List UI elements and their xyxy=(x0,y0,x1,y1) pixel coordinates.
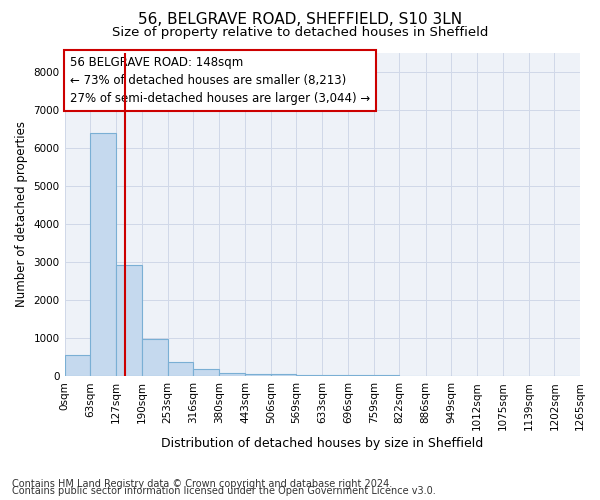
Bar xyxy=(116,265,142,376)
Bar xyxy=(220,372,245,376)
Bar xyxy=(322,375,348,376)
Text: Contains public sector information licensed under the Open Government Licence v3: Contains public sector information licen… xyxy=(12,486,436,496)
Bar xyxy=(65,356,90,376)
Bar xyxy=(193,370,219,376)
Text: Size of property relative to detached houses in Sheffield: Size of property relative to detached ho… xyxy=(112,26,488,39)
Text: Contains HM Land Registry data © Crown copyright and database right 2024.: Contains HM Land Registry data © Crown c… xyxy=(12,479,392,489)
Bar xyxy=(245,374,271,376)
Bar xyxy=(90,132,116,376)
Bar xyxy=(142,339,167,376)
Bar xyxy=(296,374,322,376)
X-axis label: Distribution of detached houses by size in Sheffield: Distribution of detached houses by size … xyxy=(161,437,484,450)
Y-axis label: Number of detached properties: Number of detached properties xyxy=(15,122,28,308)
Bar xyxy=(271,374,296,376)
Text: 56 BELGRAVE ROAD: 148sqm
← 73% of detached houses are smaller (8,213)
27% of sem: 56 BELGRAVE ROAD: 148sqm ← 73% of detach… xyxy=(70,56,370,104)
Text: 56, BELGRAVE ROAD, SHEFFIELD, S10 3LN: 56, BELGRAVE ROAD, SHEFFIELD, S10 3LN xyxy=(138,12,462,28)
Bar xyxy=(167,362,193,376)
